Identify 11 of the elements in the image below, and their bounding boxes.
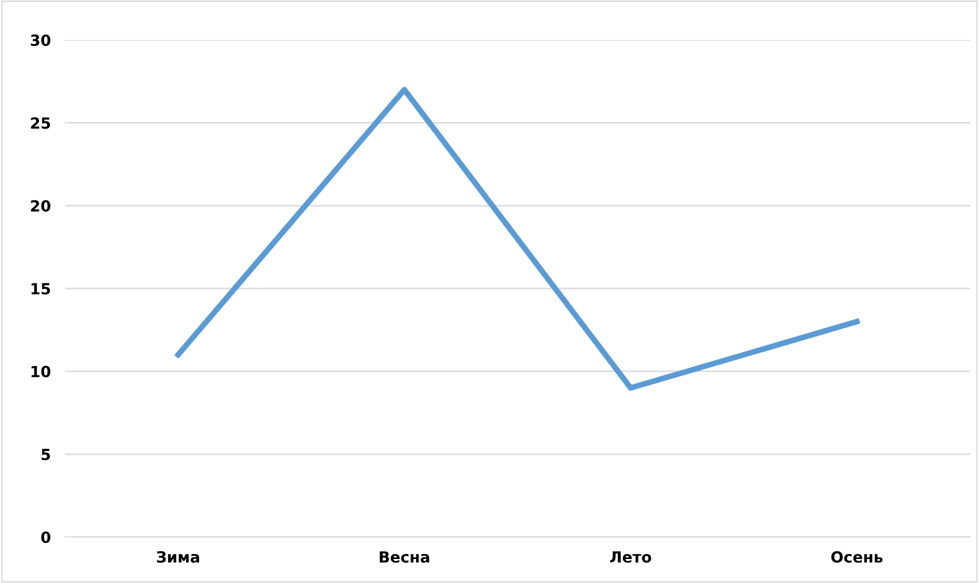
y-tick-label: 25 — [31, 117, 50, 129]
y-tick-label: 15 — [32, 283, 50, 295]
x-tick-label: Осень — [831, 551, 883, 563]
y-tick-label: 10 — [32, 366, 50, 378]
x-tick-label: Лето — [610, 551, 652, 563]
y-tick-label: 5 — [42, 448, 50, 460]
y-tick-label: 20 — [31, 200, 50, 212]
y-tick-label: 30 — [30, 34, 50, 46]
x-tick-label: Зима — [156, 551, 200, 563]
y-tick-label: 0 — [41, 531, 50, 544]
x-tick-label: Весна — [380, 551, 430, 563]
